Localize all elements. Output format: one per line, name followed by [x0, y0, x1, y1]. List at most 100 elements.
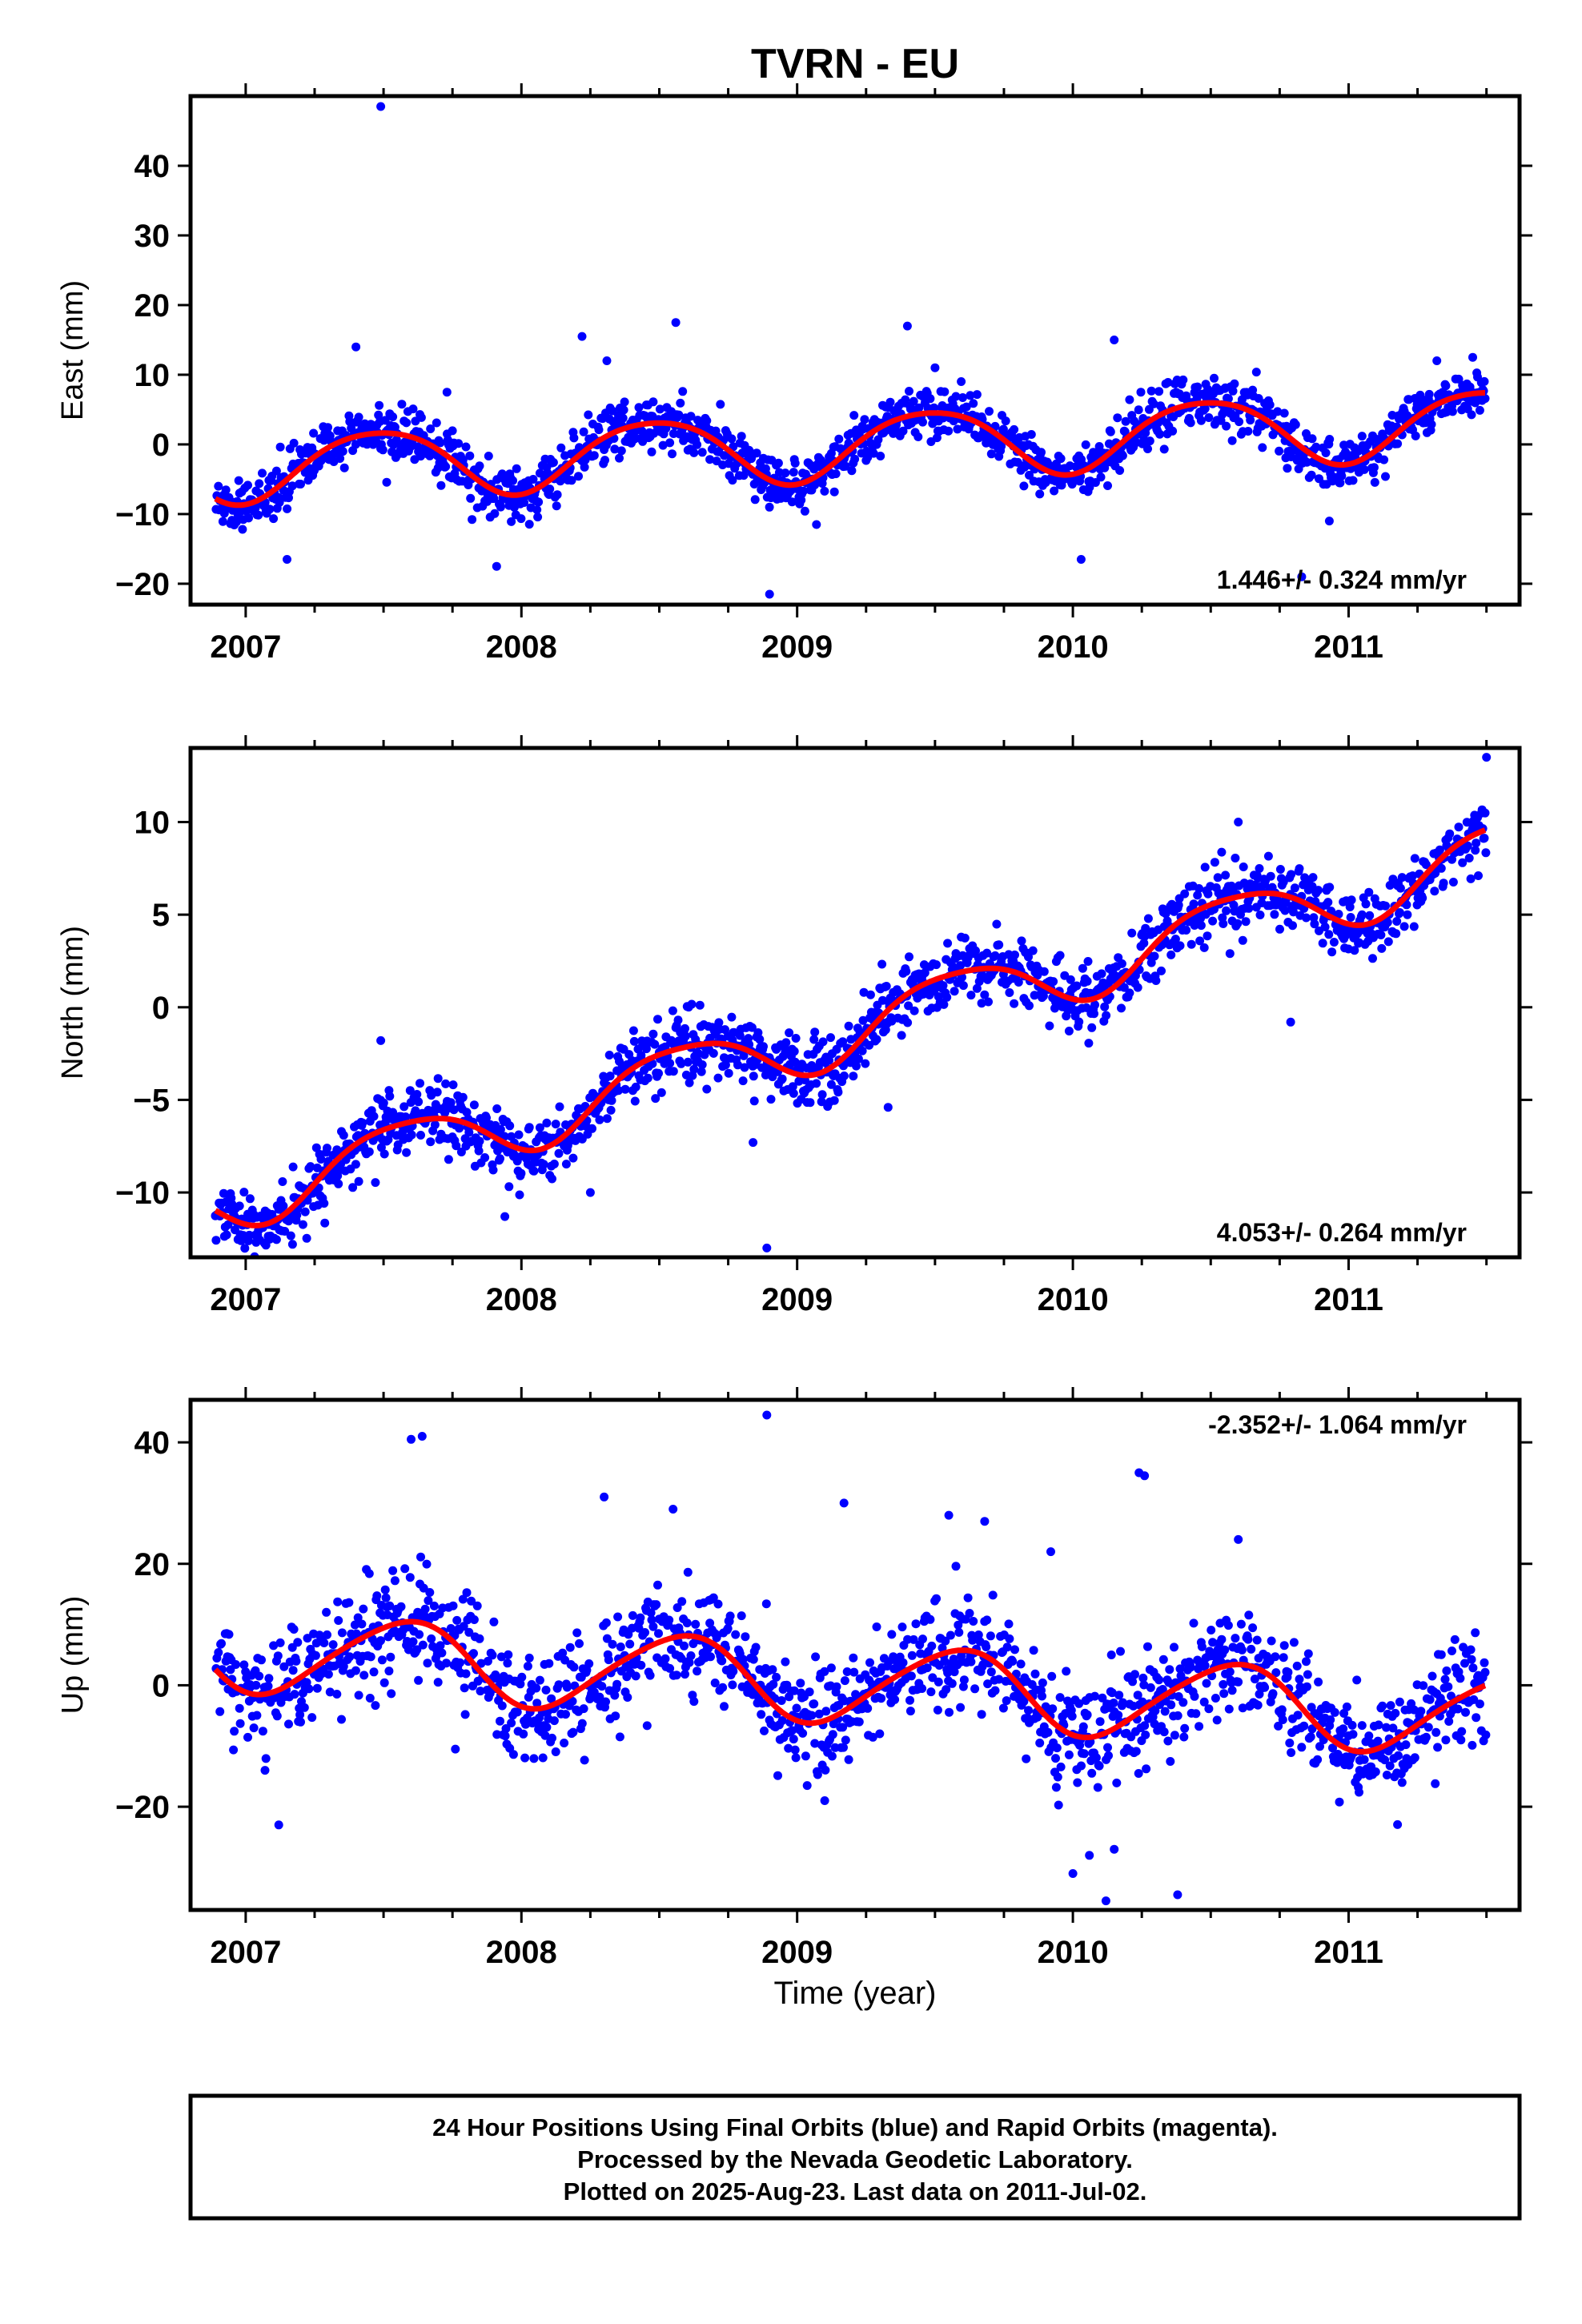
figure-title: TVRN - EU [751, 41, 959, 87]
data-point [1219, 1689, 1229, 1699]
data-point [1243, 1634, 1253, 1644]
data-point [1221, 870, 1231, 880]
data-point [942, 1685, 951, 1695]
data-point [619, 405, 628, 415]
data-point [218, 517, 227, 526]
data-point [523, 1662, 532, 1671]
data-point [1421, 860, 1431, 870]
data-point [1103, 481, 1112, 490]
data-point [749, 1655, 758, 1664]
data-point [432, 418, 441, 428]
data-point [648, 1029, 658, 1039]
data-point [636, 1660, 646, 1670]
data-point [1127, 928, 1137, 938]
data-point [1456, 1674, 1465, 1683]
data-point [1381, 901, 1390, 911]
data-point [325, 1687, 335, 1697]
data-point [1399, 922, 1409, 931]
outlier-point [671, 318, 681, 328]
data-point [351, 1666, 360, 1675]
data-point [1150, 951, 1159, 961]
outlier-point [1234, 1534, 1243, 1544]
data-point [519, 1729, 528, 1739]
data-point [1379, 455, 1389, 464]
data-point [517, 1672, 527, 1682]
data-point [1308, 873, 1318, 883]
data-point [1189, 899, 1199, 909]
data-point [1223, 394, 1233, 404]
data-point [1045, 1021, 1054, 1031]
data-point [328, 1640, 338, 1650]
data-point [1456, 1735, 1466, 1745]
data-point [1096, 472, 1106, 482]
data-point [512, 464, 521, 473]
data-point [507, 517, 516, 526]
data-point [751, 1642, 761, 1652]
outlier-point [1110, 336, 1119, 344]
data-point [1238, 1703, 1247, 1713]
data-point [766, 1095, 776, 1104]
data-point [683, 1057, 693, 1067]
data-point [926, 394, 935, 404]
data-point [1307, 1724, 1317, 1734]
data-point [1133, 1691, 1142, 1700]
data-point [653, 1015, 662, 1024]
data-point [849, 1072, 858, 1081]
data-point [933, 1705, 942, 1715]
data-point [1436, 1650, 1446, 1659]
data-point [927, 1641, 937, 1651]
data-point [625, 1639, 635, 1649]
data-point [1150, 1719, 1159, 1729]
data-point [580, 455, 590, 464]
data-point [903, 1018, 913, 1027]
data-point [1373, 1736, 1383, 1746]
data-point [1293, 1711, 1303, 1720]
data-point [1371, 1767, 1380, 1776]
data-point [702, 416, 712, 425]
data-point [1274, 1721, 1283, 1731]
data-point [1445, 829, 1455, 838]
outlier-point [1297, 572, 1307, 581]
data-point [574, 472, 583, 481]
y-tick-label: −20 [115, 1790, 170, 1825]
data-point [1248, 1623, 1258, 1633]
data-point [239, 1188, 249, 1197]
data-point [1348, 1730, 1358, 1739]
data-point [1348, 476, 1358, 485]
data-point [524, 1653, 534, 1663]
data-point [469, 1649, 478, 1659]
data-point [1043, 1727, 1053, 1737]
data-point [467, 1596, 476, 1606]
data-point [1251, 368, 1261, 377]
data-point [665, 438, 675, 448]
data-point [1302, 1657, 1311, 1667]
data-point [1228, 386, 1238, 396]
data-point [918, 417, 927, 427]
outlier-point [1046, 1547, 1055, 1557]
data-point [1474, 871, 1483, 880]
data-point [922, 1663, 932, 1673]
data-point [488, 1651, 497, 1660]
y-tick-label: 20 [135, 1547, 171, 1582]
outlier-point [283, 555, 291, 564]
data-point [405, 1573, 415, 1582]
data-point [251, 1680, 261, 1690]
data-point [897, 1031, 906, 1040]
data-point [631, 1671, 640, 1681]
outlier-point [577, 332, 587, 341]
data-point [388, 412, 398, 421]
x-tick-label: 2009 [761, 1282, 833, 1317]
data-point [814, 1709, 824, 1719]
data-point [773, 1771, 782, 1780]
data-point [333, 1597, 343, 1606]
data-point [1038, 1691, 1046, 1701]
data-point [838, 1723, 848, 1732]
data-point [311, 1651, 320, 1660]
data-point [312, 1683, 322, 1693]
data-point [1394, 1751, 1403, 1760]
data-point [940, 1656, 950, 1666]
data-point [542, 1118, 552, 1128]
data-point [1275, 865, 1285, 874]
data-point [1064, 1027, 1074, 1035]
